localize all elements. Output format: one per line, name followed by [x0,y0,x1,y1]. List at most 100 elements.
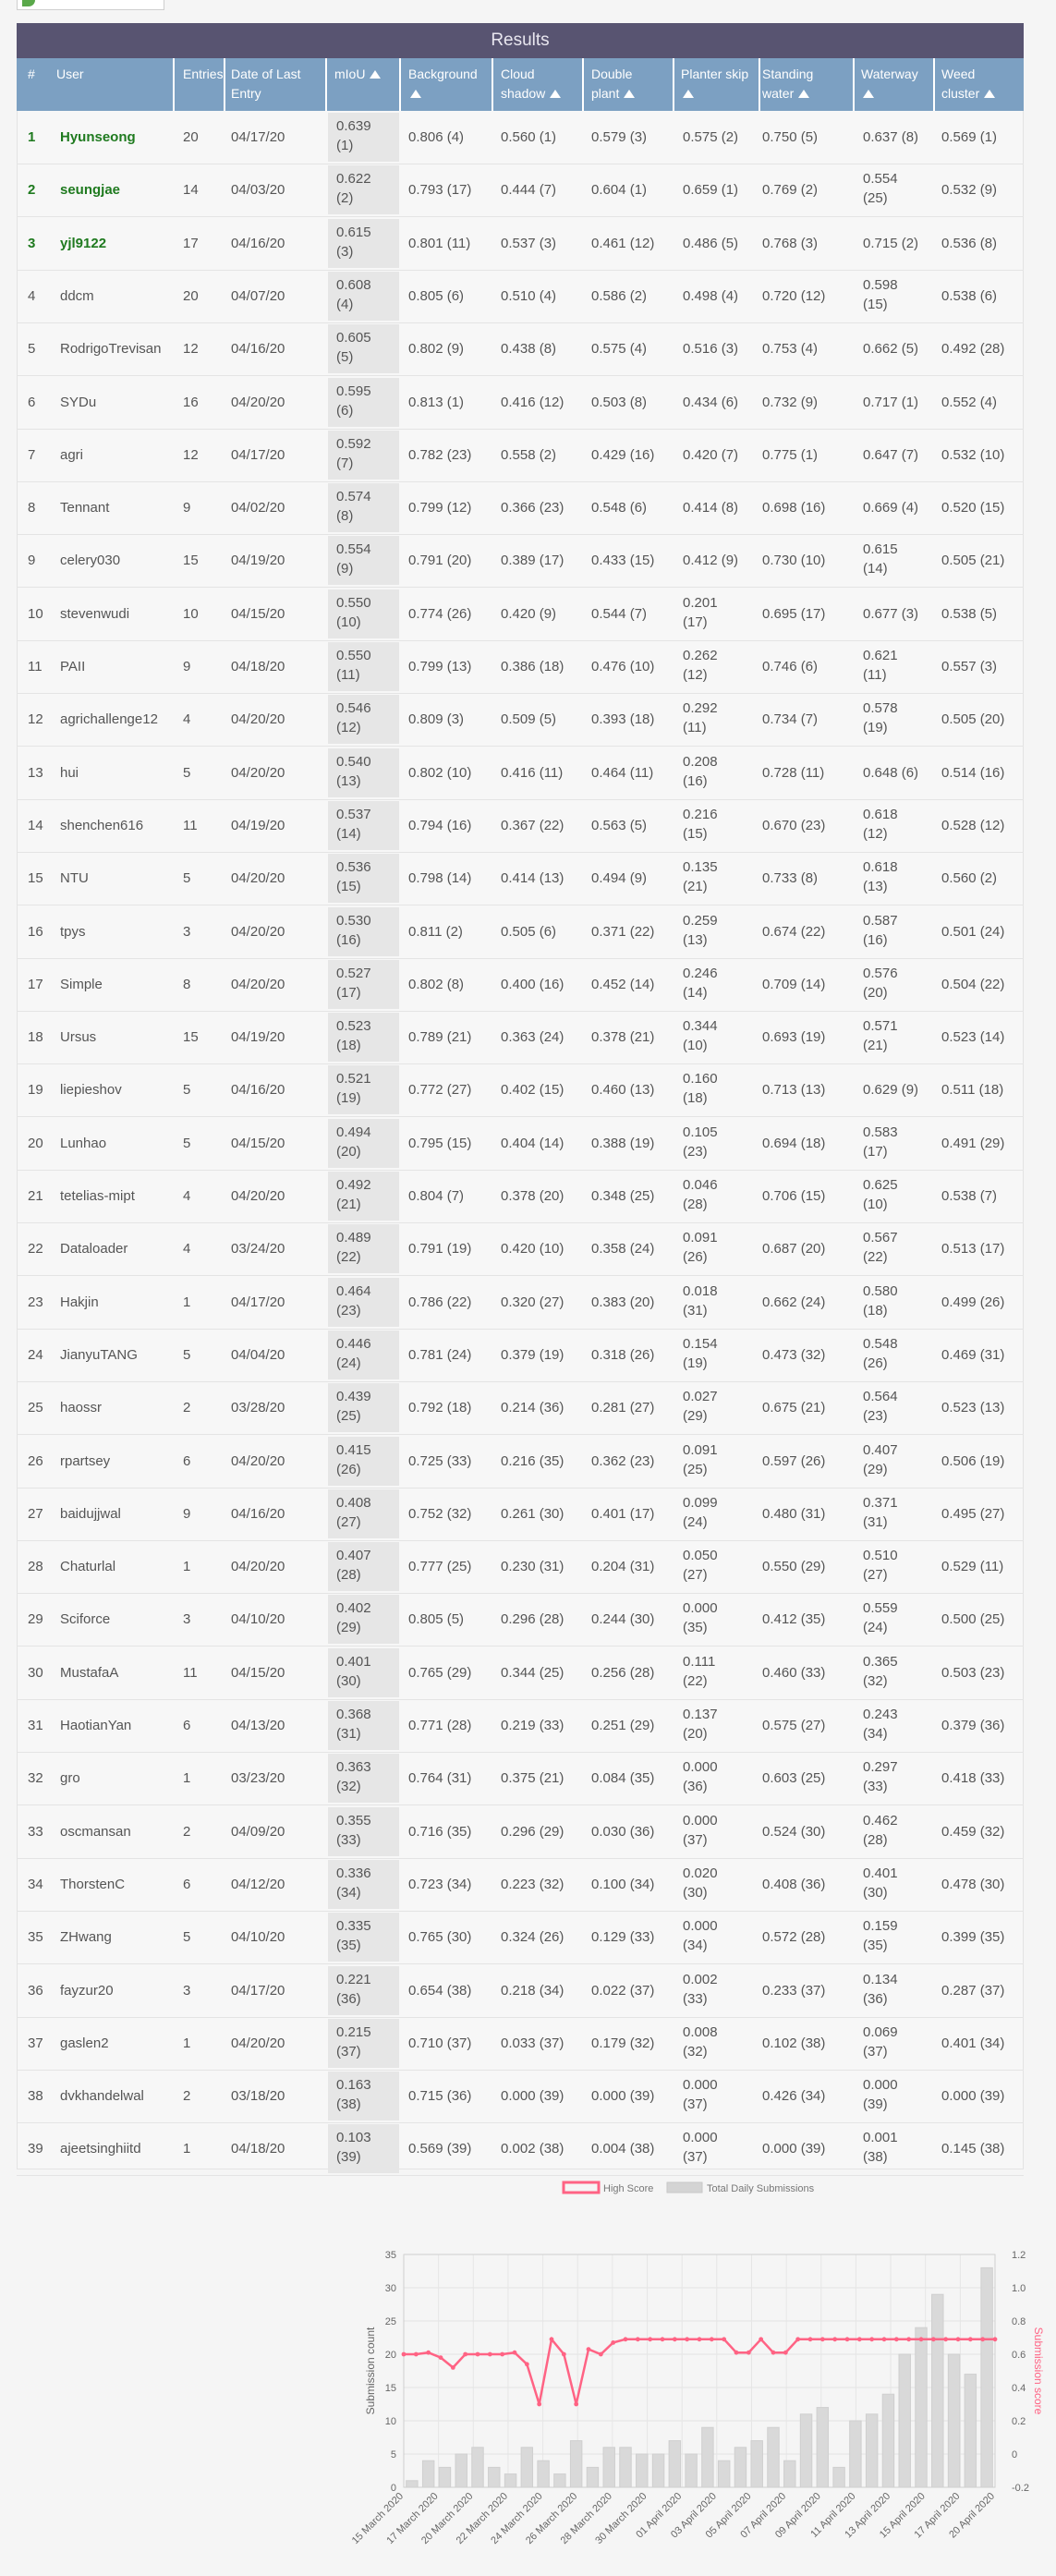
high-score-point [537,2401,542,2407]
cell-entries: 12 [183,341,199,358]
cell-rank: 30 [28,1664,43,1681]
sort-up-icon[interactable] [863,90,874,98]
col-date[interactable]: Date of Last Entry [231,58,301,111]
cell-user[interactable]: Lunhao [60,1135,107,1151]
high-score-point [955,2337,961,2342]
cell-cloud-shadow: 0.375 (21) [501,1770,564,1787]
sort-up-icon[interactable] [550,90,562,98]
col-rank[interactable]: # [28,67,35,81]
cell-user[interactable]: celery030 [60,553,121,569]
high-score-point [426,2350,431,2355]
col-entries[interactable]: Entries [183,67,224,81]
cell-score-value: 0.546 [336,700,371,717]
cell-score-rank: (38) [336,2096,361,2113]
cell-user[interactable]: baidujjwal [60,1505,121,1522]
cell-user[interactable]: stevenwudi [60,605,130,622]
cell-score: 0.046 (28) [683,1175,718,1214]
cell-user[interactable]: oscmansan [60,1823,131,1840]
header-separator [853,58,855,111]
cell-user[interactable]: Dataloader [60,1241,128,1258]
high-score-point [611,2340,616,2345]
high-score-point [943,2337,949,2342]
cell-user[interactable]: Chaturlal [60,1559,116,1575]
cell-user[interactable]: gaslen2 [60,2035,109,2051]
high-score-point [930,2337,936,2342]
cell-score-value: 0.598 [863,276,898,293]
cell-score: 0.486 (5) [683,234,738,253]
cell-score-value: 0.002 [683,1971,718,1987]
cell-rank: 12 [28,711,43,728]
cell-user[interactable]: agri [60,446,84,463]
cell-user[interactable]: Sciforce [60,1611,111,1628]
sort-up-icon[interactable] [624,90,636,98]
sort-up-icon[interactable] [683,90,694,98]
cell-rank: 15 [28,870,43,887]
cell-user[interactable]: PAII [60,659,86,674]
miou-highlight [328,1595,399,1645]
cell-entries: 2 [183,1400,191,1416]
cell-double-plant: 0.244 (30) [591,1611,655,1628]
sort-up-icon[interactable] [798,90,810,98]
cell-score: 0.625 (10) [863,1175,898,1214]
submission-bar [619,2447,632,2488]
cell-double-plant: 0.461 (12) [591,235,655,251]
cell-rank: 28 [28,1559,43,1575]
logo-box[interactable] [17,0,164,10]
cell-score-value: 0.439 [336,1389,371,1405]
high-score-point [574,2401,579,2407]
cell-user[interactable]: SYDu [60,394,97,410]
table-row: 26 rpartsey 6 04/20/20 0.725 (33) 0.216 (35) 0… [17,1435,1024,1488]
cell-user[interactable]: JianyuTANG [60,1346,138,1363]
cell-weed-cluster: 0.504 (22) [941,976,1005,992]
col-planter-skip[interactable]: Planter skip [681,58,748,111]
cell-user[interactable]: NTU [60,870,89,887]
cell-user[interactable]: MustafaA [60,1664,119,1681]
cell-score-value: 0.587 [863,912,898,929]
cell-score-value: 0.160 [683,1071,718,1088]
sort-up-icon[interactable] [410,90,421,98]
cell-user[interactable]: haossr [60,1400,103,1416]
high-score-point [869,2337,875,2342]
cell-user[interactable]: tetelias-mipt [60,1188,135,1204]
sort-up-icon[interactable] [984,90,996,98]
col-miou[interactable]: mIoU [334,58,382,111]
cell-cloud-shadow: 0.363 (24) [501,1029,564,1046]
col-double-plant[interactable]: Double plant [591,58,636,111]
cell-user[interactable]: gro [60,1770,80,1787]
col-background[interactable]: Background [408,58,478,111]
cell-score-rank: (15) [336,879,361,895]
cell-user[interactable]: hui [60,764,79,781]
col-user[interactable]: User [56,67,84,81]
cell-score: 0.018 (31) [683,1282,718,1320]
cell-user[interactable]: tpys [60,923,86,940]
cell-user[interactable]: fayzur20 [60,1982,114,1999]
col-standing-water[interactable]: Standing water [762,58,813,111]
col-weed-cluster[interactable]: Weed cluster [941,58,996,111]
cell-user[interactable]: Hyunseong [60,129,136,145]
cell-user[interactable]: dvkhandelwal [60,2088,144,2105]
col-cloud-shadow[interactable]: Cloud shadow [501,58,562,111]
cell-user[interactable]: ThorstenC [60,1876,126,1892]
cell-user[interactable]: shenchen616 [60,817,144,833]
cell-user[interactable]: liepieshov [60,1082,122,1099]
cell-user[interactable]: ddcm [60,287,94,304]
cell-user[interactable]: HaotianYan [60,1718,132,1733]
cell-user[interactable]: ajeetsinghiitd [60,2141,141,2157]
sort-up-icon[interactable] [370,70,382,79]
cell-user[interactable]: Ursus [60,1029,97,1046]
cell-background: 0.791 (20) [408,553,472,569]
high-score-point [992,2337,998,2342]
cell-user[interactable]: ZHwang [60,1929,112,1946]
cell-user[interactable]: rpartsey [60,1452,111,1469]
cell-user[interactable]: Tennant [60,500,110,516]
cell-score-value: 0.621 [863,648,898,663]
cell-user[interactable]: Hakjin [60,1294,99,1310]
cell-user[interactable]: agrichallenge12 [60,711,158,728]
cell-user[interactable]: yjl9122 [60,235,107,251]
cell-user[interactable]: Simple [60,976,103,992]
cell-entries: 11 [183,1664,198,1681]
cell-user[interactable]: RodrigoTrevisan [60,341,162,358]
table-row: 15 NTU 5 04/20/20 0.798 (14) 0.414 (13) 0.494 … [17,852,1024,906]
cell-user[interactable]: seungjae [60,182,121,199]
col-waterway[interactable]: Waterway [861,58,918,111]
